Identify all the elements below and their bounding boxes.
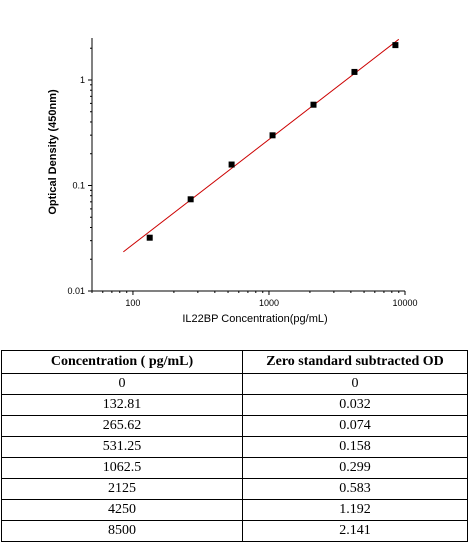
cell-concentration: 531.25 — [1, 436, 243, 458]
table-header-row: Concentration ( pg/mL) Zero standard sub… — [1, 350, 468, 374]
fit-line — [123, 38, 400, 253]
data-point — [269, 132, 276, 139]
axes: 100 1000 10000 0.01 0.1 1 — [67, 38, 418, 308]
table-row: 132.81 0.032 — [1, 394, 468, 416]
cell-concentration: 0 — [1, 373, 243, 395]
column-header-concentration: Concentration ( pg/mL) — [1, 350, 243, 374]
cell-od: 0.032 — [242, 394, 468, 416]
standard-data-table: Concentration ( pg/mL) Zero standard sub… — [1, 350, 468, 542]
od-standard-curve-chart: 100 1000 10000 0.01 0.1 1 IL22BP Concentratio… — [47, 38, 418, 325]
cell-concentration: 265.62 — [1, 415, 243, 437]
table-body: 0 0 132.81 0.032 265.62 0.074 531.25 0.158 1062.… — [1, 373, 468, 542]
cell-od: 0.074 — [242, 415, 468, 437]
table-row: 265.62 0.074 — [1, 415, 468, 437]
y-axis-label: Optical Density (450nm) — [47, 89, 59, 215]
table-row: 8500 2.141 — [1, 520, 468, 542]
data-point — [187, 196, 194, 203]
cell-concentration: 1062.5 — [1, 457, 243, 479]
data-point — [351, 68, 358, 75]
cell-concentration: 4250 — [1, 499, 243, 521]
cell-concentration: 2125 — [1, 478, 243, 500]
cell-od: 1.192 — [242, 499, 468, 521]
column-header-od: Zero standard subtracted OD — [242, 350, 468, 374]
table-row: 4250 1.192 — [1, 499, 468, 521]
cell-concentration: 8500 — [1, 520, 243, 542]
cell-concentration: 132.81 — [1, 394, 243, 416]
data-point — [310, 101, 317, 108]
y-tick-label: 0.1 — [72, 180, 85, 190]
data-point — [392, 42, 399, 49]
cell-od: 0.583 — [242, 478, 468, 500]
table-row: 1062.5 0.299 — [1, 457, 468, 479]
x-tick-label: 1000 — [259, 298, 279, 308]
x-tick-label: 10000 — [392, 298, 417, 308]
cell-od: 0 — [242, 373, 468, 395]
x-axis-label: IL22BP Concentration(pg/mL) — [182, 313, 327, 325]
x-tick-label: 100 — [125, 298, 140, 308]
y-tick-label: 0.01 — [67, 286, 85, 296]
data-points — [146, 42, 399, 241]
cell-od: 0.299 — [242, 457, 468, 479]
data-point — [146, 234, 153, 241]
cell-od: 2.141 — [242, 520, 468, 542]
table-row: 531.25 0.158 — [1, 436, 468, 458]
table-row: 2125 0.583 — [1, 478, 468, 500]
cell-od: 0.158 — [242, 436, 468, 458]
data-point — [228, 161, 235, 168]
y-tick-label: 1 — [80, 75, 85, 85]
